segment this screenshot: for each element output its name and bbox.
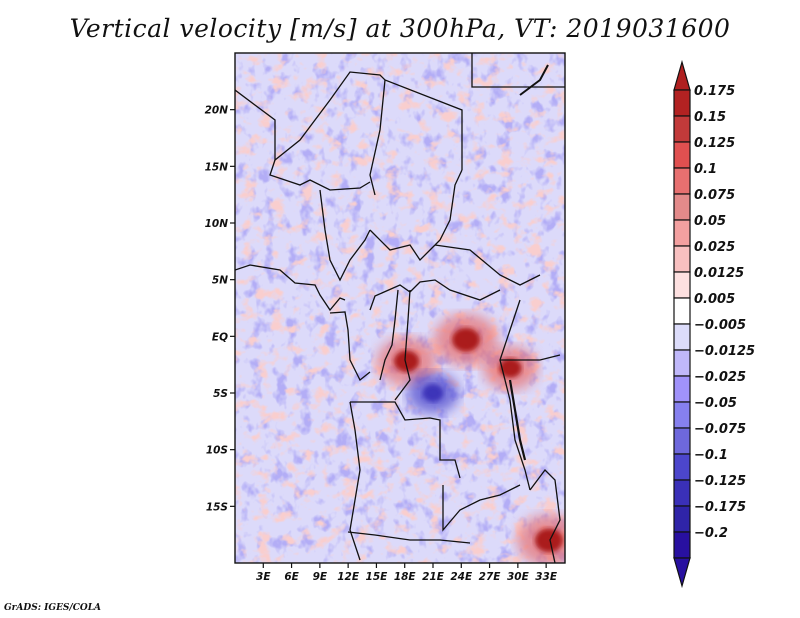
x-tick-label: 21E [422, 571, 445, 583]
border-gabon-congo [329, 311, 371, 382]
y-tick-label: 5S [213, 388, 228, 400]
colorbar-label: 0.1 [694, 162, 717, 177]
colorbar-segment [673, 453, 691, 481]
colorbar-label: −0.125 [694, 474, 746, 489]
colorbar-segment [673, 479, 691, 507]
border-niger-south [269, 159, 371, 191]
colorbar-segment [673, 271, 691, 299]
colorbar-label: −0.005 [694, 318, 746, 333]
colorbar-label: −0.2 [694, 526, 728, 541]
colorbar-label: 0.075 [694, 188, 735, 203]
field-updraft-noise [235, 53, 565, 563]
x-tick-label: 3E [256, 571, 271, 583]
colorbar-label: 0.025 [694, 240, 735, 255]
x-tick-label: 18E [394, 571, 417, 583]
border-car [369, 229, 436, 262]
y-tick-label: 20N [205, 105, 229, 117]
border-zambia [442, 484, 521, 532]
chart-title: Vertical velocity [m/s] at 300hPa, VT: 2… [69, 14, 731, 43]
border-west-africa-coast [235, 264, 346, 312]
colorbar-label: 0.175 [694, 84, 735, 99]
border-angola-south [347, 531, 471, 544]
y-axis: 20N 15N 10N 5N EQ 5S 10S 15S [205, 105, 235, 513]
colorbar-label: 0.125 [694, 136, 735, 151]
x-tick-label: 27E [479, 571, 502, 583]
y-tick-label: 10S [206, 445, 228, 457]
feature-layer [376, 313, 565, 563]
grads-credit: GrADS: IGES/COLA [4, 603, 102, 613]
x-tick-label: 24E [450, 571, 473, 583]
colorbar-label: −0.1 [694, 448, 728, 463]
border-algeria-niger-libya [235, 71, 463, 170]
y-tick-label: 5N [212, 275, 228, 287]
colorbar-segment [673, 167, 691, 195]
colorbar-segment [673, 245, 691, 273]
y-tick-label: 15N [205, 161, 229, 173]
colorbar-segment [673, 505, 691, 533]
colorbar-segment [673, 219, 691, 247]
border-angola-north [350, 401, 461, 479]
colorbar-label: 0.0125 [694, 266, 744, 281]
border-tanzania-north [500, 354, 561, 361]
colorbar-segment [673, 297, 691, 325]
colorbar-segment [673, 141, 691, 169]
updraft-west-congo [393, 350, 420, 373]
x-tick-label: 33E [535, 571, 558, 583]
border-sudan-south [434, 244, 541, 286]
updraft-mozambique-cyclone [534, 528, 563, 553]
plot-frame [234, 52, 566, 564]
colorbar-label: 0.15 [694, 110, 726, 125]
border-angola-west [349, 401, 361, 561]
border-niger-chad [369, 79, 386, 196]
border-chad-sudan [434, 169, 463, 246]
colorbar-segment [673, 531, 691, 559]
colorbar-label: 0.05 [694, 214, 726, 229]
nile-river [519, 64, 549, 96]
border-mozambique [529, 469, 561, 563]
y-tick-label: 10N [205, 218, 229, 230]
updraft-great-lakes [498, 358, 522, 378]
colorbar-segment [673, 427, 691, 455]
border-drc-east [394, 289, 411, 401]
country-borders [235, 53, 565, 563]
x-tick-label: 6E [284, 571, 299, 583]
border-car-drc [369, 279, 501, 311]
x-tick-label: 15E [366, 571, 389, 583]
x-tick-label: 9E [313, 571, 328, 583]
strong-updraft-congo-basin [452, 327, 480, 352]
border-congo-drc [379, 289, 399, 381]
colorbar: 0.175 0.15 0.125 0.1 0.075 0.05 0.025 0.0125 0.0… [673, 59, 755, 589]
y-tick-label: 15S [206, 501, 228, 513]
colorbar-label: −0.175 [694, 500, 746, 515]
x-tick-label: 12E [337, 571, 360, 583]
lake-tanganyika [508, 379, 527, 461]
colorbar-segment [673, 401, 691, 429]
colorbar-label: −0.05 [694, 396, 737, 411]
colorbar-label: −0.0125 [694, 344, 755, 359]
colorbar-top-arrow [673, 59, 691, 91]
border-nigeria-cameroon [319, 189, 371, 282]
colorbar-segment [673, 323, 691, 351]
colorbar-label: 0.005 [694, 292, 735, 307]
colorbar-segment [673, 375, 691, 403]
x-tick-label: 30E [507, 571, 530, 583]
border-libya-egypt-sudan [471, 53, 565, 88]
x-axis: 3E 6E 9E 12E 15E 18E 21E 24E 27E 30E 33E [256, 563, 558, 583]
colorbar-segment [673, 89, 691, 117]
border-east-lakes [499, 299, 531, 491]
colorbar-bottom-arrow [673, 557, 691, 589]
y-tick-label: EQ [212, 331, 228, 343]
colorbar-segment [673, 349, 691, 377]
colorbar-segment [673, 193, 691, 221]
vertical-velocity-field [235, 53, 565, 563]
downdraft-southern-drc [422, 384, 444, 402]
colorbar-label: −0.075 [694, 422, 746, 437]
colorbar-label: −0.025 [694, 370, 746, 385]
colorbar-segment [673, 115, 691, 143]
